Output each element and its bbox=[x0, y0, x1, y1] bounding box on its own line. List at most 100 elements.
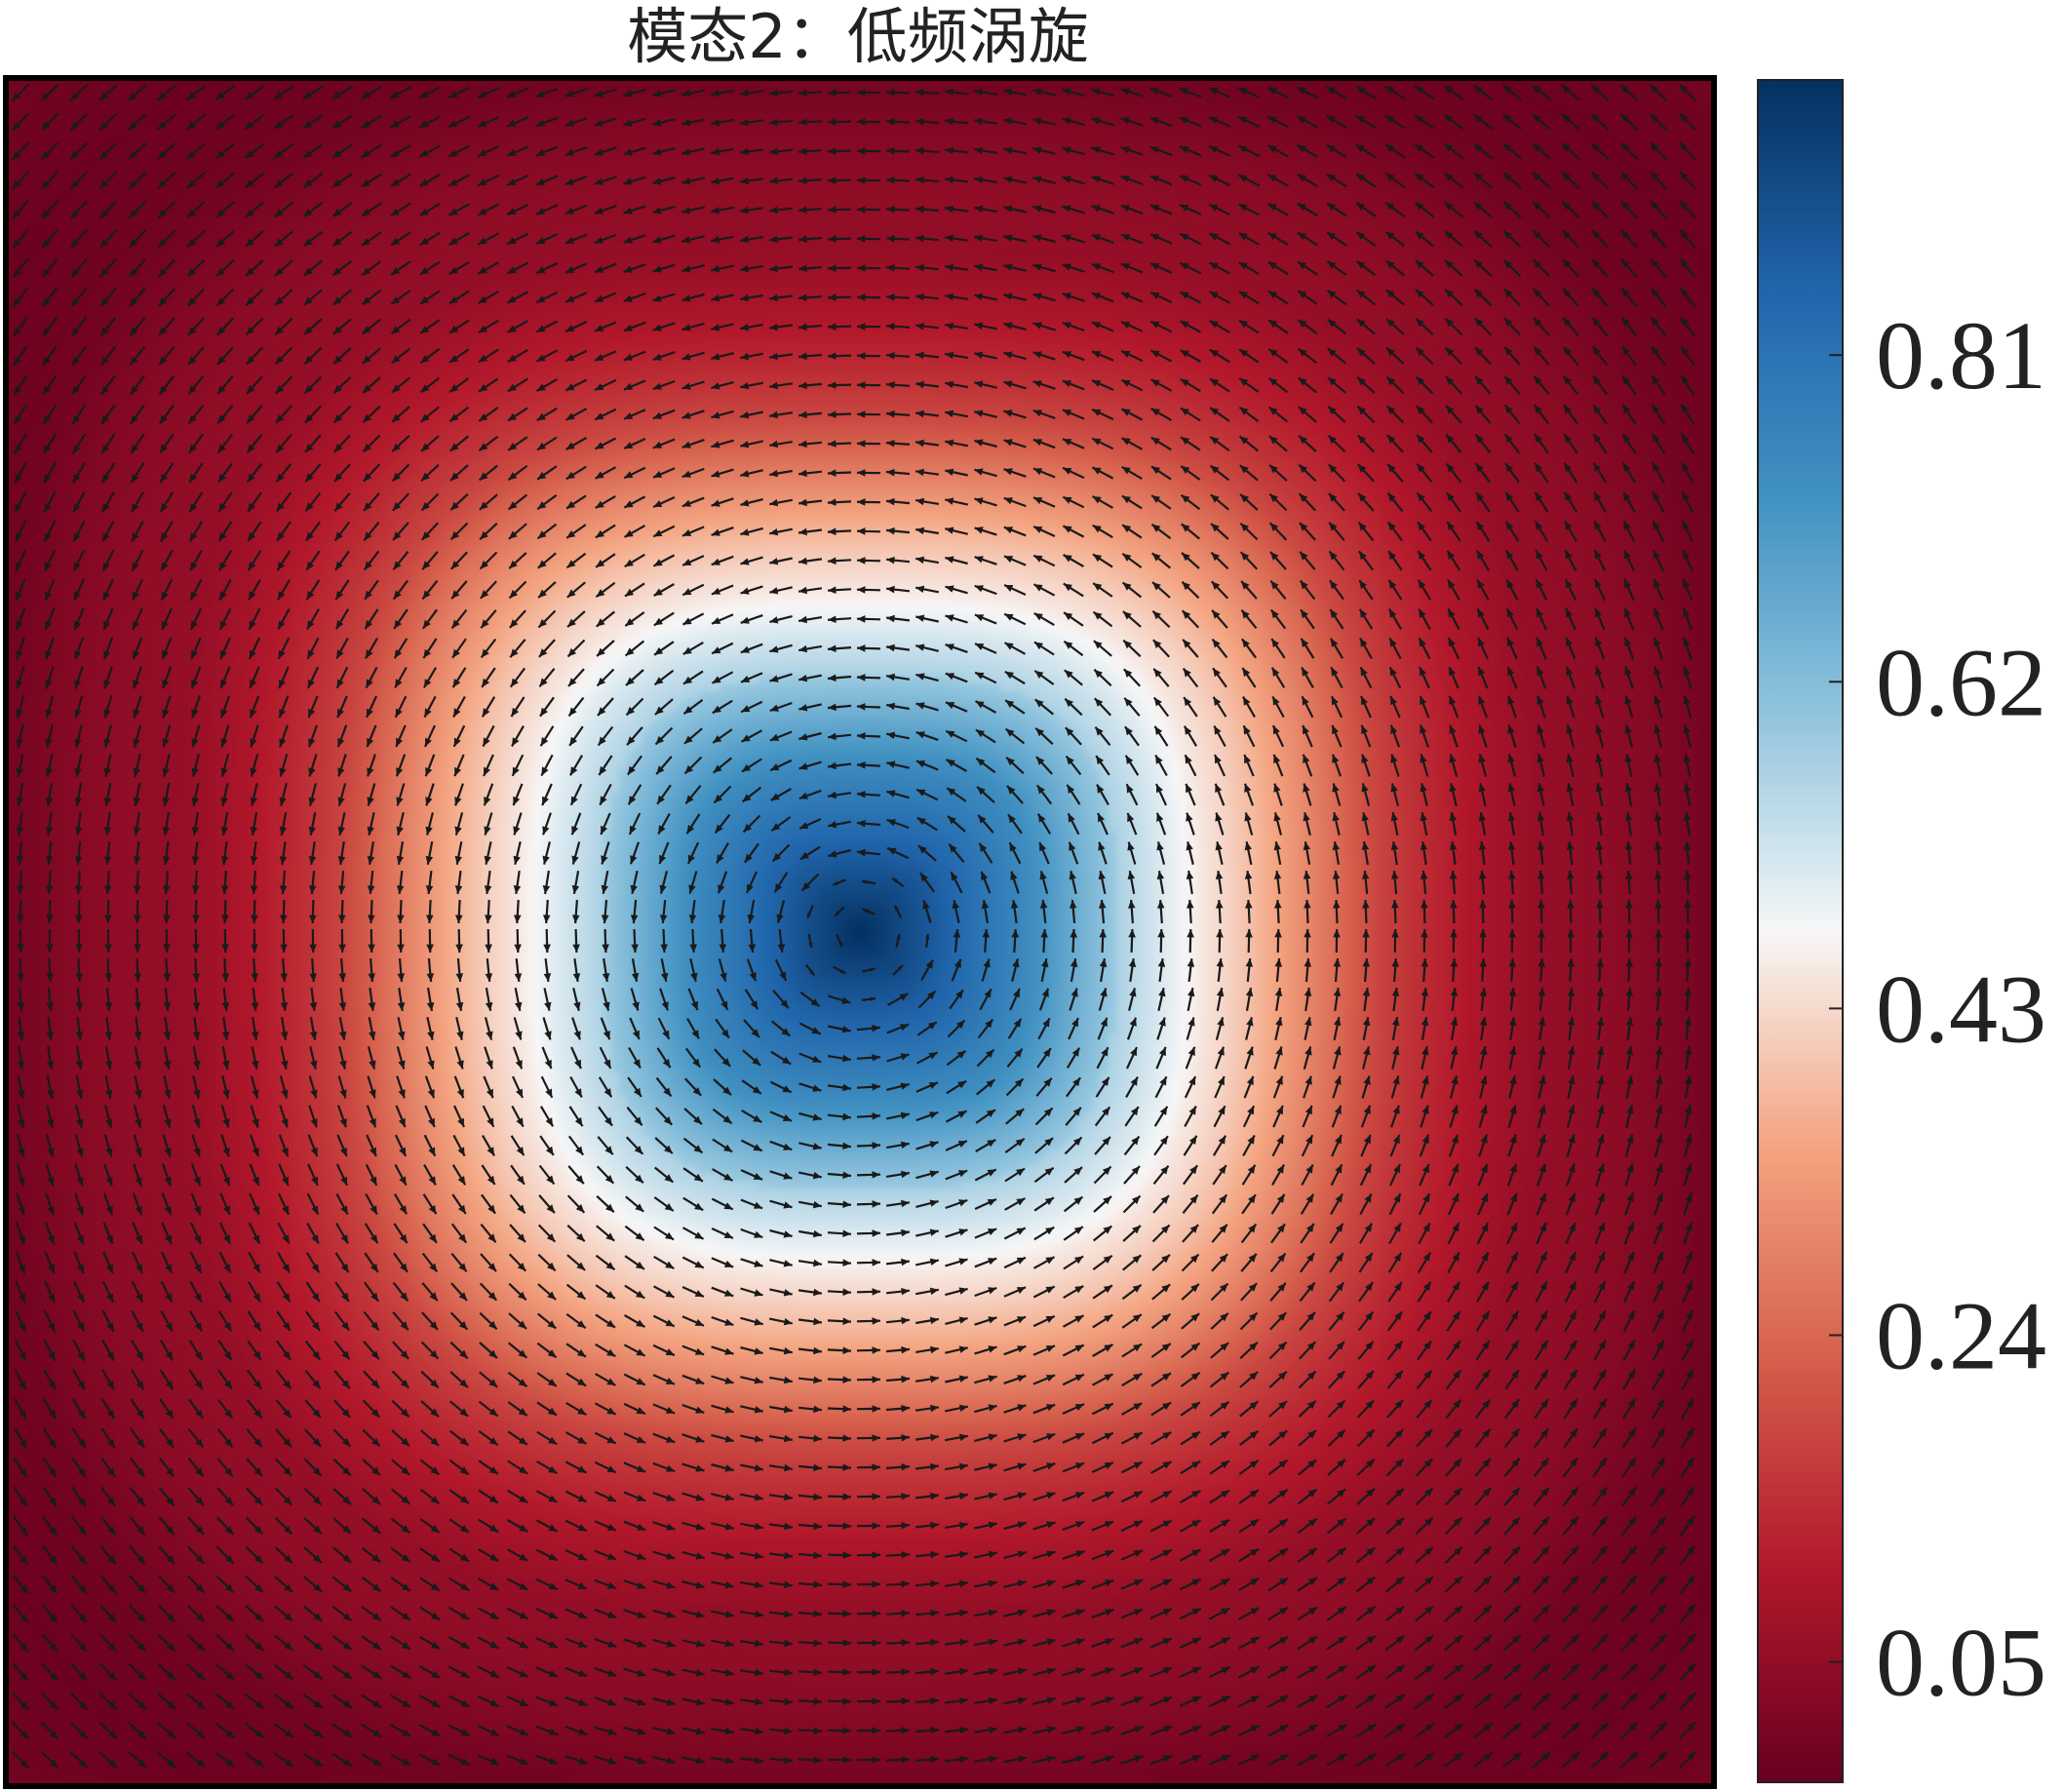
vector-arrow bbox=[1266, 144, 1290, 158]
vector-arrow bbox=[681, 526, 705, 537]
vector-arrow bbox=[535, 233, 559, 245]
vector-arrow bbox=[276, 550, 292, 571]
vector-arrow bbox=[1239, 464, 1259, 482]
vector-arrow bbox=[218, 607, 232, 631]
vector-arrow bbox=[711, 323, 734, 331]
vector-arrow bbox=[739, 176, 764, 185]
vector-arrow bbox=[215, 317, 235, 336]
vector-arrow bbox=[1237, 87, 1261, 98]
vector-arrow bbox=[856, 89, 881, 97]
vector-arrow bbox=[1180, 349, 1201, 363]
vector-arrow bbox=[158, 317, 175, 336]
vector-arrow bbox=[361, 114, 382, 130]
vector-arrow bbox=[422, 608, 438, 630]
vector-arrow bbox=[1208, 174, 1231, 187]
vector-arrow bbox=[14, 490, 27, 514]
vector-arrow bbox=[362, 434, 381, 453]
vector-arrow bbox=[101, 491, 115, 513]
vector-arrow bbox=[450, 608, 468, 630]
vector-arrow bbox=[536, 378, 558, 392]
vector-arrow bbox=[1063, 611, 1084, 627]
vector-arrow bbox=[1443, 114, 1464, 130]
vector-arrow bbox=[421, 579, 439, 601]
vector-arrow bbox=[945, 556, 968, 565]
vector-arrow bbox=[99, 229, 117, 249]
vector-arrow bbox=[244, 113, 265, 131]
vector-arrow bbox=[1682, 578, 1693, 602]
vector-arrow bbox=[1092, 524, 1113, 539]
vector-arrow bbox=[1652, 490, 1665, 514]
vector-arrow bbox=[623, 409, 646, 420]
vector-arrow bbox=[1620, 345, 1638, 367]
vector-arrow bbox=[1591, 258, 1609, 278]
vector-arrow bbox=[974, 351, 997, 360]
vector-arrow bbox=[1003, 439, 1027, 448]
vector-arrow bbox=[1238, 377, 1260, 393]
vector-arrow bbox=[1504, 521, 1520, 542]
vector-arrow bbox=[827, 206, 852, 214]
vector-arrow bbox=[1093, 668, 1112, 687]
vector-arrow bbox=[1062, 117, 1085, 127]
vector-arrow bbox=[247, 550, 262, 571]
vector-arrow bbox=[331, 230, 353, 248]
vector-arrow bbox=[1561, 258, 1580, 278]
vector-arrow bbox=[420, 492, 440, 512]
vector-arrow bbox=[1591, 317, 1609, 336]
vector-arrow bbox=[1032, 322, 1056, 331]
vector-arrow bbox=[798, 176, 823, 184]
vector-arrow bbox=[448, 115, 471, 129]
vector-arrow bbox=[1505, 550, 1519, 571]
vector-arrow bbox=[1678, 83, 1697, 102]
vector-arrow bbox=[11, 141, 30, 161]
vector-arrow bbox=[1297, 202, 1318, 217]
vector-arrow bbox=[128, 200, 147, 219]
chart-title: 模态2：低频涡旋 bbox=[627, 1, 1089, 72]
vector-arrow bbox=[1359, 637, 1373, 660]
vector-arrow bbox=[1443, 85, 1464, 100]
vector-arrow bbox=[798, 615, 823, 624]
vector-arrow bbox=[1535, 549, 1548, 572]
vector-arrow bbox=[565, 465, 587, 481]
vector-arrow bbox=[856, 264, 881, 272]
vector-arrow bbox=[1002, 117, 1028, 126]
vector-arrow bbox=[507, 493, 528, 511]
vector-arrow bbox=[1120, 408, 1144, 421]
vector-arrow bbox=[40, 83, 59, 102]
vector-arrow bbox=[129, 317, 146, 336]
vector-arrow bbox=[303, 259, 323, 277]
vector-arrow bbox=[768, 206, 794, 214]
vector-arrow bbox=[1298, 376, 1317, 394]
vector-arrow bbox=[129, 345, 146, 367]
vector-arrow bbox=[1003, 496, 1027, 508]
vector-arrow bbox=[915, 205, 940, 214]
vector-arrow bbox=[1180, 407, 1201, 422]
vector-arrow bbox=[594, 378, 617, 392]
vector-arrow bbox=[564, 175, 588, 186]
vector-arrow bbox=[1532, 113, 1551, 131]
vector-arrow bbox=[740, 526, 763, 536]
vector-arrow bbox=[43, 462, 57, 484]
vector-arrow bbox=[1121, 553, 1143, 568]
vector-arrow bbox=[1326, 289, 1347, 306]
vector-arrow bbox=[1240, 609, 1258, 629]
vector-arrow bbox=[1386, 521, 1404, 542]
vector-arrow bbox=[798, 557, 823, 565]
vector-arrow bbox=[478, 407, 499, 422]
vector-arrow bbox=[1266, 174, 1290, 187]
vector-arrow bbox=[1326, 143, 1347, 159]
vector-arrow bbox=[1384, 230, 1406, 248]
vector-arrow bbox=[798, 147, 823, 155]
vector-arrow bbox=[538, 668, 556, 687]
vector-arrow bbox=[1238, 406, 1260, 423]
vector-arrow bbox=[769, 615, 793, 624]
vector-arrow bbox=[214, 113, 236, 131]
vector-arrow bbox=[652, 409, 676, 420]
vector-arrow bbox=[390, 347, 411, 365]
vector-arrow bbox=[1593, 520, 1607, 543]
vector-arrow bbox=[71, 404, 87, 425]
vector-arrow bbox=[15, 607, 26, 631]
vector-arrow bbox=[275, 491, 292, 513]
vector-arrow bbox=[1179, 261, 1202, 275]
vector-arrow bbox=[1003, 292, 1027, 301]
vector-arrow bbox=[711, 497, 734, 507]
